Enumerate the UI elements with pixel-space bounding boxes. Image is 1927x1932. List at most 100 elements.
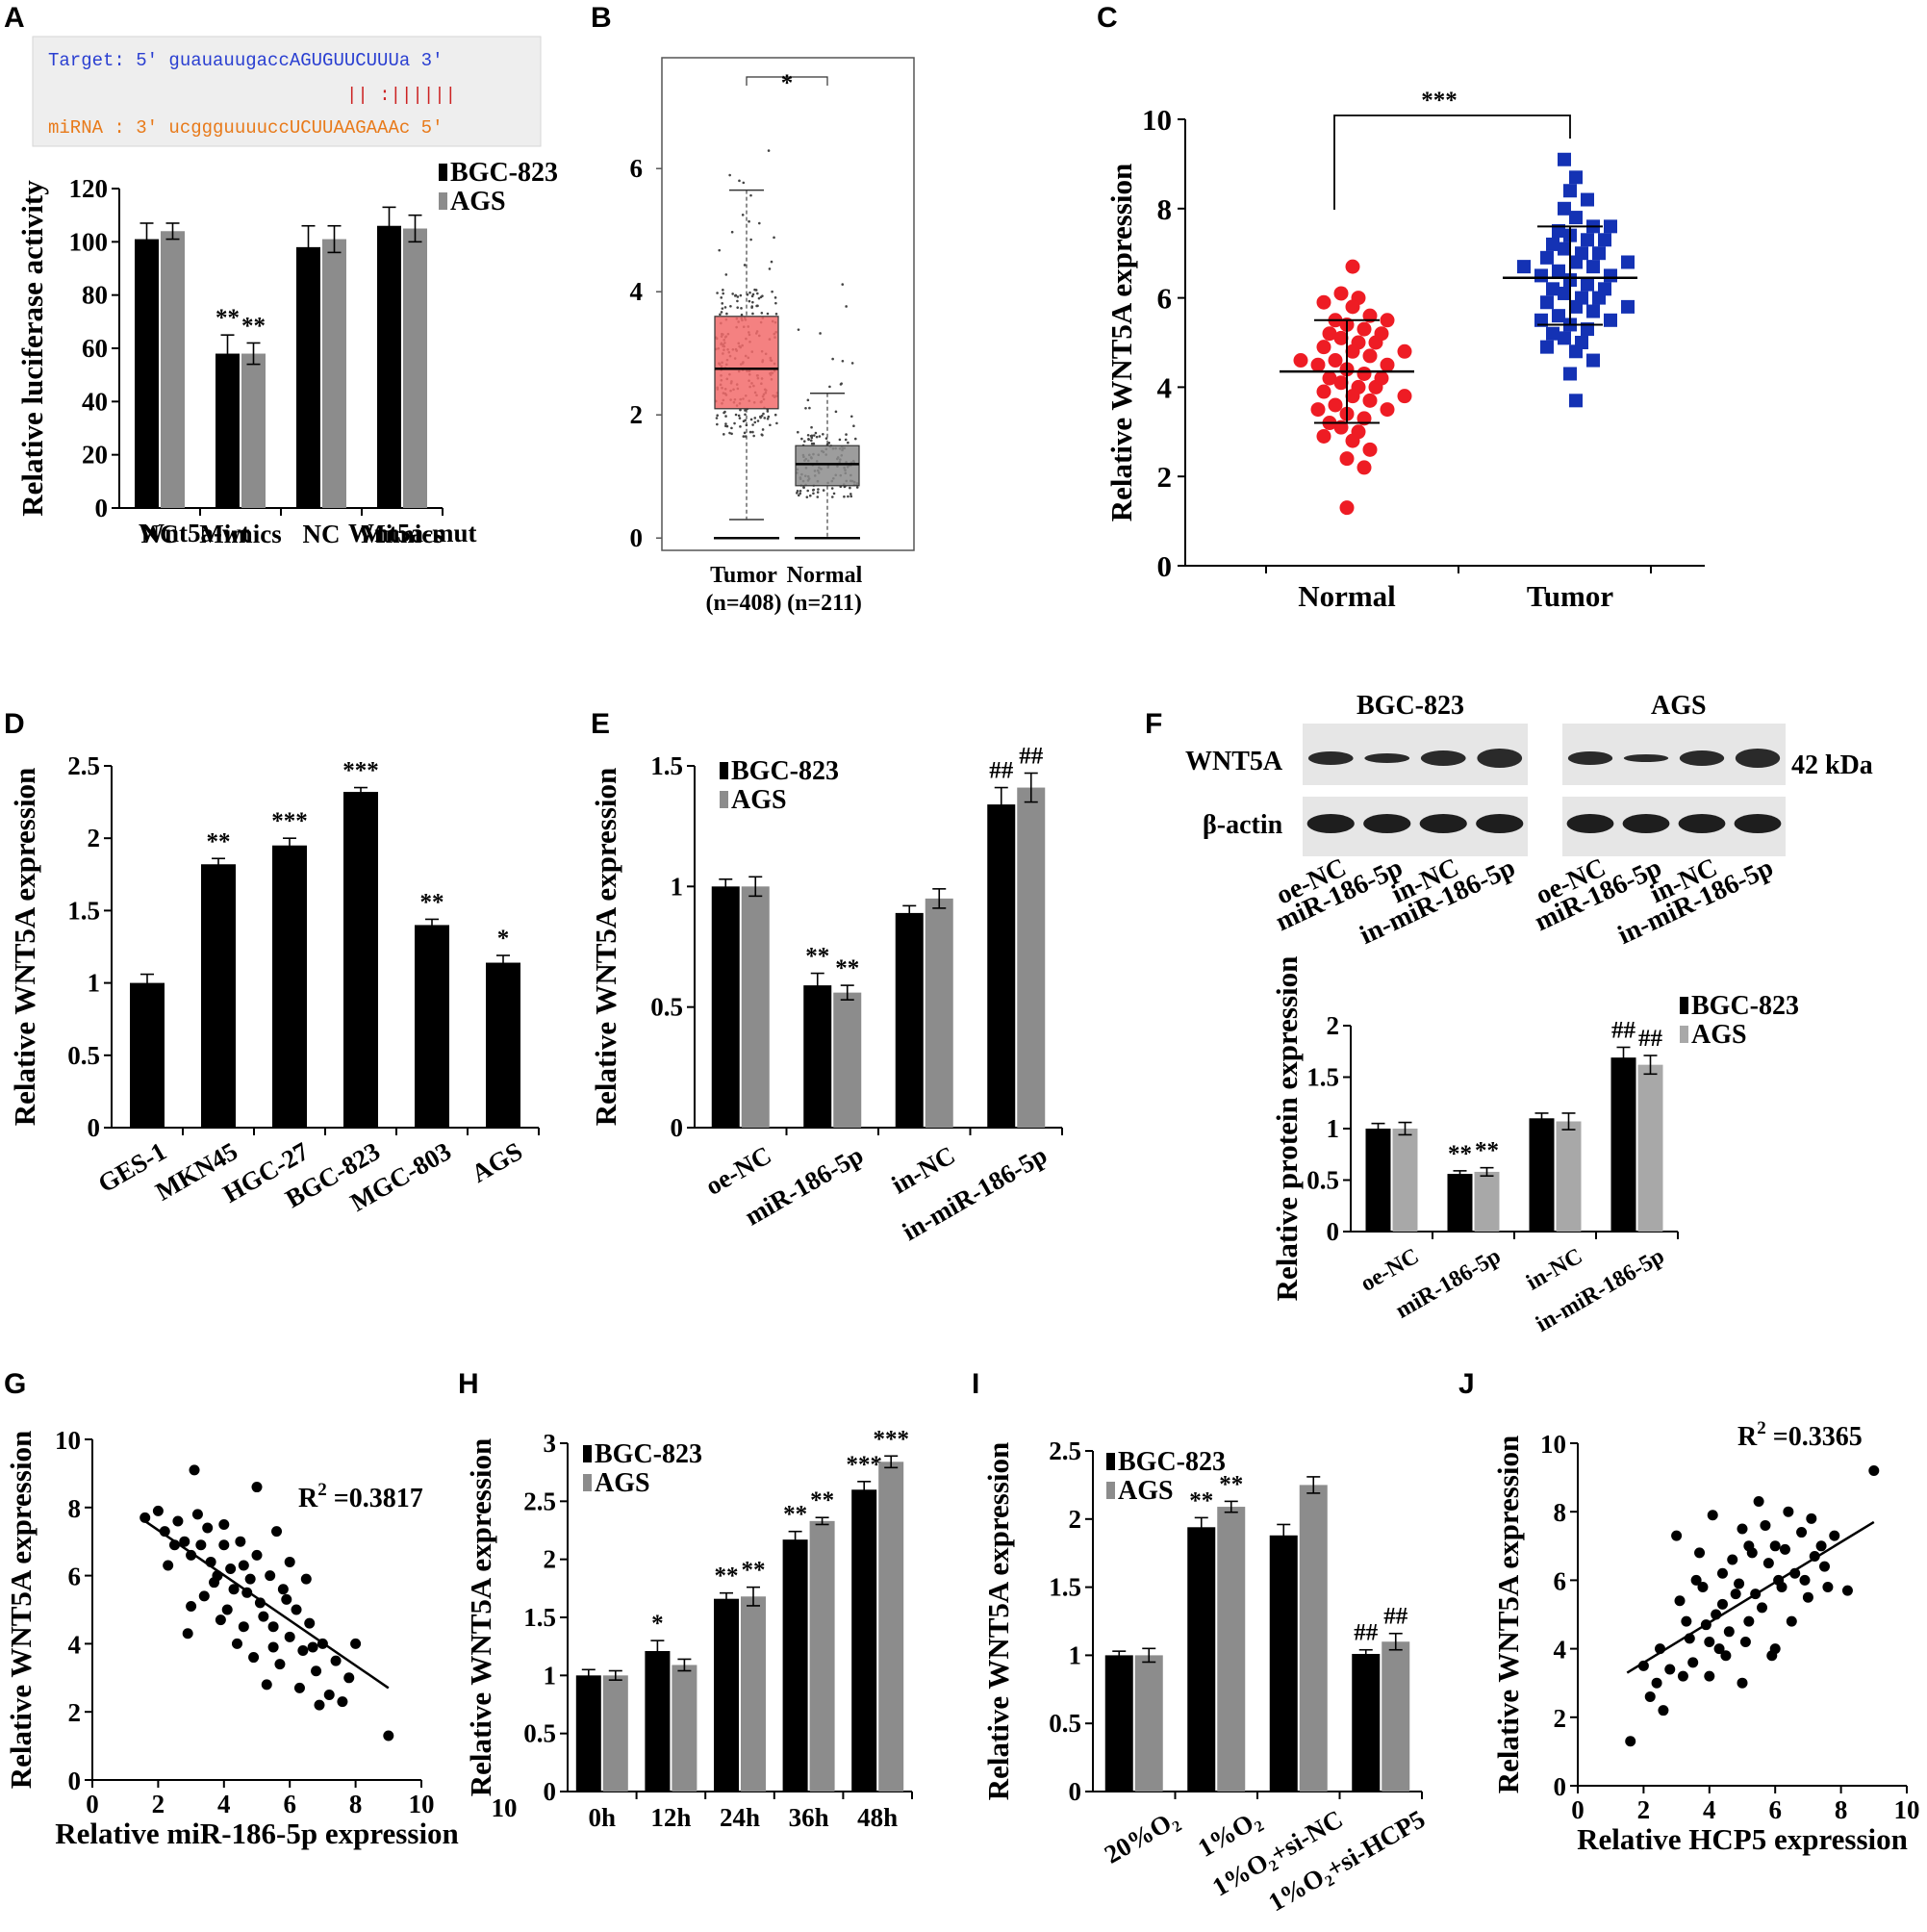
data-point <box>304 1617 316 1629</box>
jitter-point <box>809 439 813 443</box>
significance-mark: * <box>781 70 794 96</box>
jitter-point <box>722 292 724 295</box>
jitter-point <box>751 423 754 426</box>
y-tick-label: 4 <box>1554 1636 1567 1665</box>
jitter-point <box>721 302 724 305</box>
pairing-marks: || :|||||| <box>346 85 456 106</box>
y-tick-label: 2 <box>544 1545 557 1574</box>
blot-band <box>1734 814 1782 833</box>
jitter-point <box>756 304 759 308</box>
bar <box>343 792 378 1128</box>
chart-c-plot: 0 2 4 6 8 10 Normal Tumor *** Relative WNT5A expr… <box>1104 88 1705 613</box>
bar <box>135 239 159 509</box>
data-point <box>244 1573 256 1585</box>
bar <box>403 228 427 508</box>
blot-band <box>1477 749 1523 768</box>
y-tick-label: 0.5 <box>650 993 683 1022</box>
y-tick-label: 2 <box>1327 1011 1340 1040</box>
data-point <box>1316 428 1331 444</box>
data-point <box>254 1597 266 1609</box>
data-point <box>1569 170 1583 185</box>
data-point <box>1766 1650 1778 1662</box>
significance-mark: *** <box>342 758 379 784</box>
jitter-point <box>740 313 744 317</box>
jitter-point <box>817 488 820 491</box>
data-point <box>238 1560 249 1571</box>
panel-label-a: A <box>4 2 25 34</box>
y-tick-label: 4 <box>1157 370 1173 404</box>
data-point <box>1558 242 1571 256</box>
bar <box>741 886 770 1128</box>
y-tick-label: 0 <box>68 1767 82 1795</box>
jitter-point <box>728 173 731 177</box>
y-tick-label: 0.5 <box>523 1719 556 1748</box>
y-tick-label: 40 <box>82 387 108 416</box>
significance-bracket <box>746 76 828 86</box>
jitter-point <box>748 291 751 294</box>
data-point <box>1621 255 1635 269</box>
plot-frame <box>661 57 915 551</box>
significance-mark: ** <box>805 944 829 970</box>
bar <box>486 962 520 1128</box>
jitter-point <box>830 496 834 498</box>
data-point <box>1658 1705 1669 1716</box>
data-point <box>1681 1615 1692 1627</box>
jitter-point <box>737 414 741 418</box>
data-point <box>1310 357 1326 372</box>
jitter-point <box>841 359 845 363</box>
data-point <box>1380 402 1395 418</box>
data-point <box>1716 1567 1728 1579</box>
jitter-point <box>739 425 742 428</box>
legend-swatch <box>1106 1482 1115 1499</box>
legend-swatch <box>1680 997 1688 1014</box>
jitter-point <box>845 305 848 308</box>
y-axis-label: Relative WNT5A expression <box>589 768 622 1127</box>
data-point <box>1822 1582 1834 1593</box>
bar <box>1352 1653 1381 1792</box>
data-point <box>1604 268 1617 283</box>
jitter-point <box>749 238 752 242</box>
jitter-point <box>834 410 838 414</box>
data-point <box>271 1526 283 1538</box>
data-point <box>1674 1595 1686 1607</box>
blot-label-actin: β-actin <box>1203 810 1283 840</box>
y-axis-label: Relative WNT5A expression <box>981 1442 1015 1801</box>
jitter-point <box>721 307 724 310</box>
blot-band <box>1476 814 1524 833</box>
significance-mark: ## <box>1638 1026 1663 1052</box>
y-tick-label: 2.5 <box>67 751 100 780</box>
data-point <box>1581 192 1594 207</box>
jitter-point <box>852 424 855 427</box>
legend-label: BGC-823 <box>1118 1447 1226 1477</box>
jitter-point <box>736 295 740 298</box>
jitter-point <box>724 415 727 418</box>
significance-mark: ** <box>420 889 444 915</box>
jitter-point <box>715 417 719 419</box>
data-point <box>300 1573 312 1585</box>
data-point <box>1357 321 1372 337</box>
data-point <box>1397 343 1412 359</box>
jitter-point <box>812 434 816 437</box>
significance-mark: *** <box>271 808 308 834</box>
y-tick-label: 3 <box>544 1429 557 1458</box>
jitter-point <box>756 292 759 295</box>
x-tick-label: 0 <box>1571 1795 1585 1824</box>
jitter-point <box>802 486 805 489</box>
jitter-point <box>819 332 822 335</box>
data-point <box>186 1600 197 1612</box>
data-point <box>1868 1464 1880 1476</box>
legend-swatch <box>583 1474 592 1491</box>
significance-mark: ** <box>715 1563 739 1589</box>
panel-label-b: B <box>591 2 612 34</box>
y-tick-label: 1 <box>671 872 684 901</box>
data-point <box>1753 1496 1764 1508</box>
jitter-point <box>850 362 854 365</box>
data-point <box>265 1570 276 1582</box>
y-tick-label: 2 <box>1157 460 1173 494</box>
jitter-point <box>720 296 723 299</box>
significance-mark: ** <box>783 1502 807 1528</box>
data-point <box>277 1584 289 1595</box>
jitter-point <box>807 438 810 441</box>
fit-line <box>144 1519 390 1690</box>
